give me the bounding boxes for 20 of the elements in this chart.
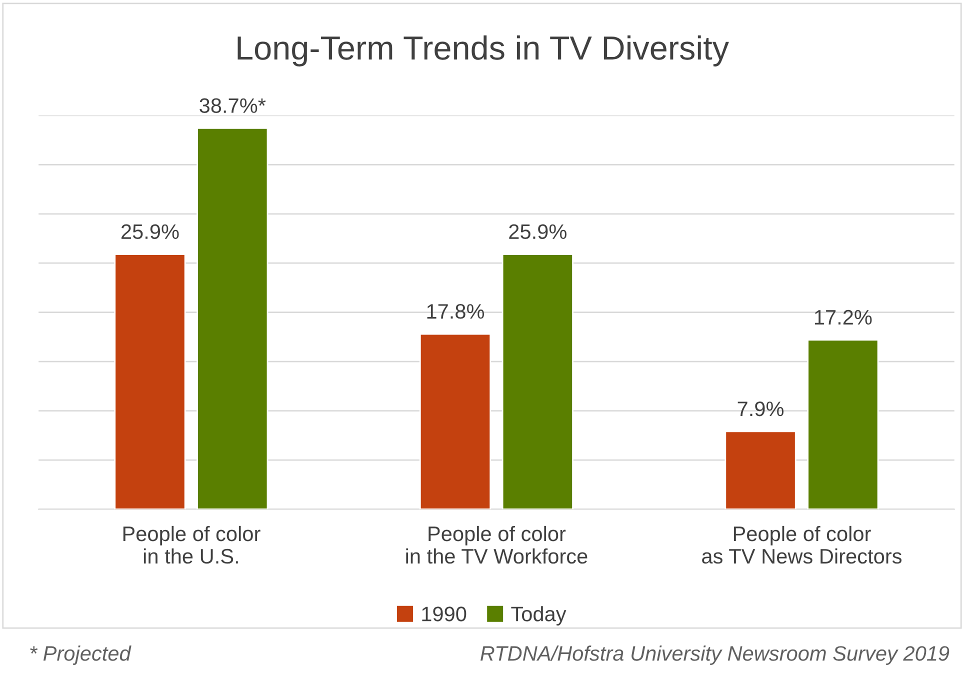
data-label: 25.9% [121,224,179,240]
x-tick-label: People of color in the U.S. [123,526,260,564]
data-label: 7.9% [738,401,784,416]
legend-label: 1990 [422,606,466,622]
text: RTDNA/Hofstra University Newsroom Survey 2019 [480,646,950,665]
data-label: 25.9% [509,224,566,240]
x-tick-label: People of color as TV News Directors [702,526,902,564]
bar [419,333,492,510]
legend-label: Today [511,606,566,626]
bar [807,339,879,510]
bar [114,254,186,510]
chart-title: Long-Term Trends in TV Diversity [238,35,729,66]
x-tick-label: People of color in the TV Workforce [406,526,588,564]
text: * Projected [30,646,132,665]
data-label: 17.2% [814,310,872,325]
data-label: 17.8% [427,304,484,319]
bar [196,128,268,510]
bar [502,254,574,510]
bar [724,430,796,510]
data-label: 38.7%* [200,98,266,113]
